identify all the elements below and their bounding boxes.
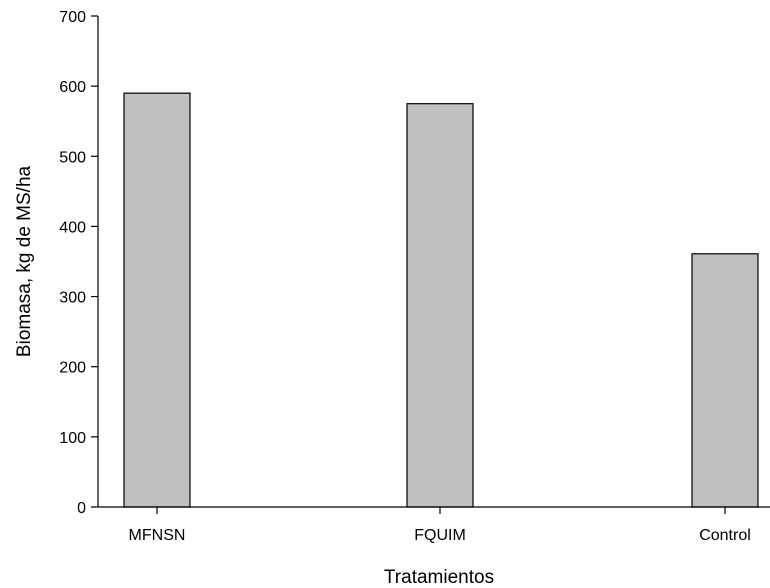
x-tick-label-control: Control [699,527,751,544]
y-tick-label-600: 600 [59,79,86,96]
y-axis-title: Biomasa, kg de MS/ha [14,165,35,357]
bars-group [123,92,759,508]
x-axis-title: Tratamientos [384,567,494,588]
y-tick-label-400: 400 [59,219,86,236]
bar-fquim [406,103,474,508]
x-axis-ticks: MFNSN FQUIM Control [129,507,751,544]
x-tick-label-mfnsn: MFNSN [129,527,186,544]
y-tick-label-200: 200 [59,360,86,377]
bar-mfnsn [123,92,191,508]
bar-control [691,253,759,508]
y-tick-label-500: 500 [59,149,86,166]
y-tick-label-0: 0 [77,500,86,517]
y-tick-label-100: 100 [59,430,86,447]
x-tick-label-fquim: FQUIM [414,527,466,544]
y-tick-label-300: 300 [59,290,86,307]
y-axis-ticks: 0 100 200 300 400 500 600 700 [59,9,98,517]
y-tick-label-700: 700 [59,9,86,26]
